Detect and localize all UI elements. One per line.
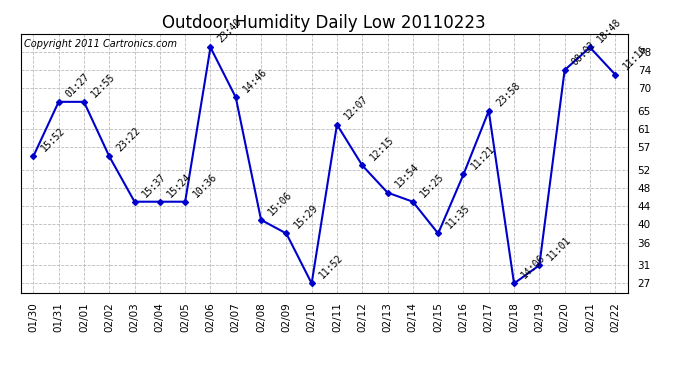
Text: 11:35: 11:35 <box>444 203 471 231</box>
Text: Copyright 2011 Cartronics.com: Copyright 2011 Cartronics.com <box>23 39 177 49</box>
Text: 08:02: 08:02 <box>570 39 598 67</box>
Text: 14:46: 14:46 <box>241 67 269 94</box>
Text: 18:48: 18:48 <box>595 17 623 45</box>
Text: 23:40: 23:40 <box>216 17 244 45</box>
Text: 15:06: 15:06 <box>266 189 295 217</box>
Text: 23:22: 23:22 <box>115 126 143 153</box>
Text: 15:29: 15:29 <box>292 203 319 231</box>
Text: 14:06: 14:06 <box>520 253 547 280</box>
Text: 11:01: 11:01 <box>545 235 573 262</box>
Text: 12:07: 12:07 <box>342 94 371 122</box>
Text: 12:55: 12:55 <box>90 71 117 99</box>
Text: 12:15: 12:15 <box>368 135 395 163</box>
Text: 10:36: 10:36 <box>190 171 219 199</box>
Text: 01:27: 01:27 <box>64 71 92 99</box>
Text: 11:52: 11:52 <box>317 253 345 280</box>
Text: 15:37: 15:37 <box>140 171 168 199</box>
Text: 11:16: 11:16 <box>621 44 649 72</box>
Text: 15:25: 15:25 <box>418 171 446 199</box>
Text: 11:21: 11:21 <box>469 144 497 172</box>
Text: 15:24: 15:24 <box>166 171 193 199</box>
Text: 13:54: 13:54 <box>393 162 421 190</box>
Text: 15:52: 15:52 <box>39 126 67 153</box>
Title: Outdoor Humidity Daily Low 20110223: Outdoor Humidity Daily Low 20110223 <box>162 14 486 32</box>
Text: 23:58: 23:58 <box>494 80 522 108</box>
